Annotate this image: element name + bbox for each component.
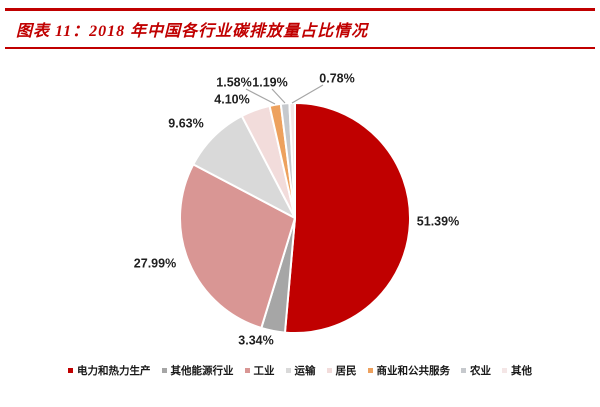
legend-marker-icon — [502, 368, 507, 373]
legend-item-3: 运输 — [285, 363, 316, 378]
chart-legend: 电力和热力生产 其他能源行业 工业 运输 居民 商业和公共服务 农业 其他 — [0, 363, 600, 378]
pie-chart-area: 51.39% 3.34% 27.99% 9.63% 4.10% 1.58% 1.19% 0.7… — [0, 50, 600, 358]
slice-value-label-5: 1.58% — [216, 75, 251, 89]
legend-label: 工业 — [253, 366, 275, 377]
slice-value-label-7: 0.78% — [319, 71, 354, 85]
slice-value-label-1: 3.34% — [238, 333, 273, 347]
legend-label: 运输 — [294, 366, 316, 377]
legend-marker-icon — [161, 368, 167, 373]
legend-marker-icon — [326, 368, 332, 373]
legend-item-6: 农业 — [461, 363, 491, 378]
pie-slice-2 — [179, 163, 296, 329]
legend-marker-icon — [285, 368, 291, 373]
legend-item-0: 电力和热力生产 — [68, 363, 151, 378]
slice-value-label-3: 9.63% — [168, 116, 203, 130]
pie-slice-0 — [283, 102, 411, 334]
slice-value-label-6: 1.19% — [252, 75, 287, 89]
legend-item-7: 其他 — [502, 363, 532, 378]
leader-line-5 — [245, 88, 276, 105]
legend-marker-icon — [367, 368, 373, 373]
legend-label: 其他能源行业 — [170, 366, 234, 377]
legend-label: 农业 — [470, 366, 491, 377]
legend-label: 居民 — [335, 366, 357, 377]
pie-chart-svg: 51.39% 3.34% 27.99% 9.63% 4.10% 1.58% 1.19% 0.7… — [134, 71, 459, 347]
slice-value-label-2: 27.99% — [134, 256, 176, 270]
legend-marker-icon — [244, 368, 250, 373]
legend-item-1: 其他能源行业 — [161, 363, 234, 378]
slice-value-label-0: 51.39% — [417, 214, 459, 228]
leader-line-7 — [291, 84, 324, 104]
legend-marker-icon — [68, 368, 73, 373]
header-bottom-rule — [5, 47, 595, 49]
legend-item-4: 居民 — [326, 363, 357, 378]
legend-label: 其他 — [511, 366, 532, 377]
leader-line-6 — [271, 88, 286, 104]
header-top-rule — [5, 8, 595, 11]
legend-label: 商业和公共服务 — [376, 366, 451, 377]
slice-value-label-4: 4.10% — [214, 92, 249, 106]
legend-item-5: 商业和公共服务 — [367, 363, 451, 378]
legend-item-2: 工业 — [244, 363, 275, 378]
legend-marker-icon — [461, 368, 466, 373]
legend-label: 电力和热力生产 — [77, 366, 151, 377]
chart-title: 图表 11：2018 年中国各行业碳排放量占比情况 — [16, 23, 369, 40]
